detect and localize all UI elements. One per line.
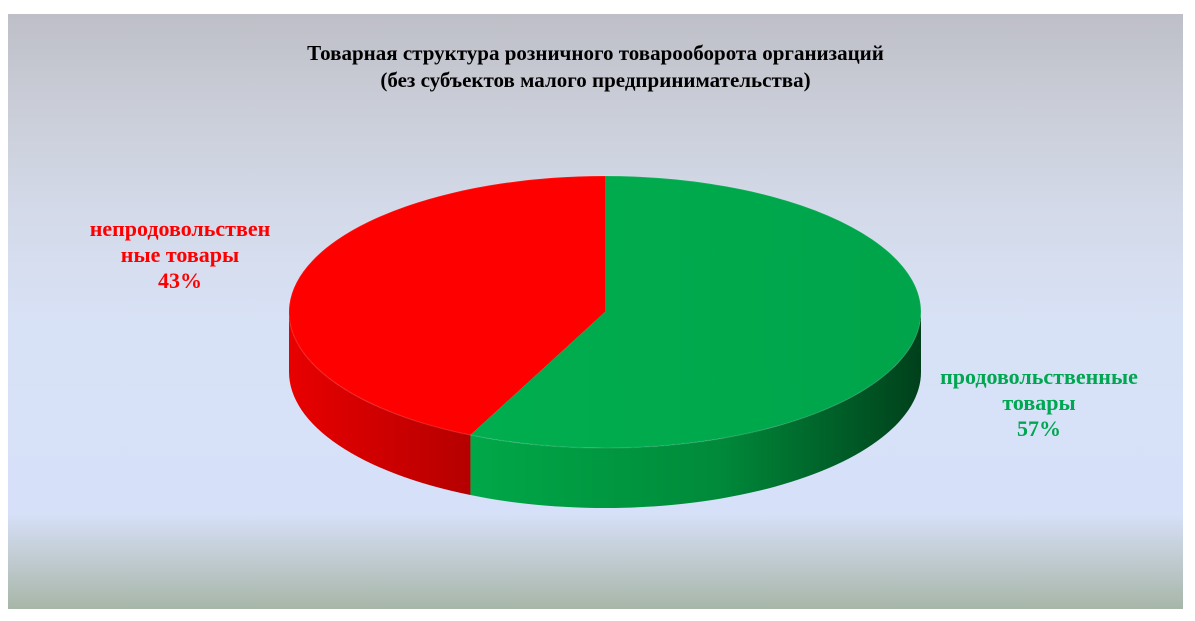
slice-food	[470, 176, 921, 449]
slice-label-food-line-1: продовольственные	[940, 364, 1138, 389]
chart-title-line-2: (без субъектов малого предпринимательств…	[380, 68, 811, 92]
pie-rim	[288, 175, 922, 449]
slice-nonfood	[288, 176, 605, 436]
slice-label-nonfood: непродовольствен ные товары 43%	[50, 216, 310, 294]
chart-title: Товарная структура розничного товарообор…	[8, 40, 1183, 94]
chart-area: Товарная структура розничного товарообор…	[8, 14, 1183, 609]
slice-nonfood-side	[288, 312, 471, 496]
slice-label-nonfood-line-2: ные товары	[120, 242, 240, 267]
slice-food-side	[470, 312, 921, 509]
slice-label-food: продовольственные товары 57%	[908, 364, 1170, 442]
chart-title-line-1: Товарная структура розничного товарообор…	[307, 41, 884, 65]
slice-label-food-percent: 57%	[1017, 416, 1061, 441]
slice-label-food-line-2: товары	[1002, 390, 1076, 415]
pie-slices	[288, 175, 922, 509]
slice-label-nonfood-line-1: непродовольствен	[89, 216, 271, 241]
pie-chart	[288, 175, 922, 509]
slice-label-nonfood-percent: 43%	[158, 268, 202, 293]
